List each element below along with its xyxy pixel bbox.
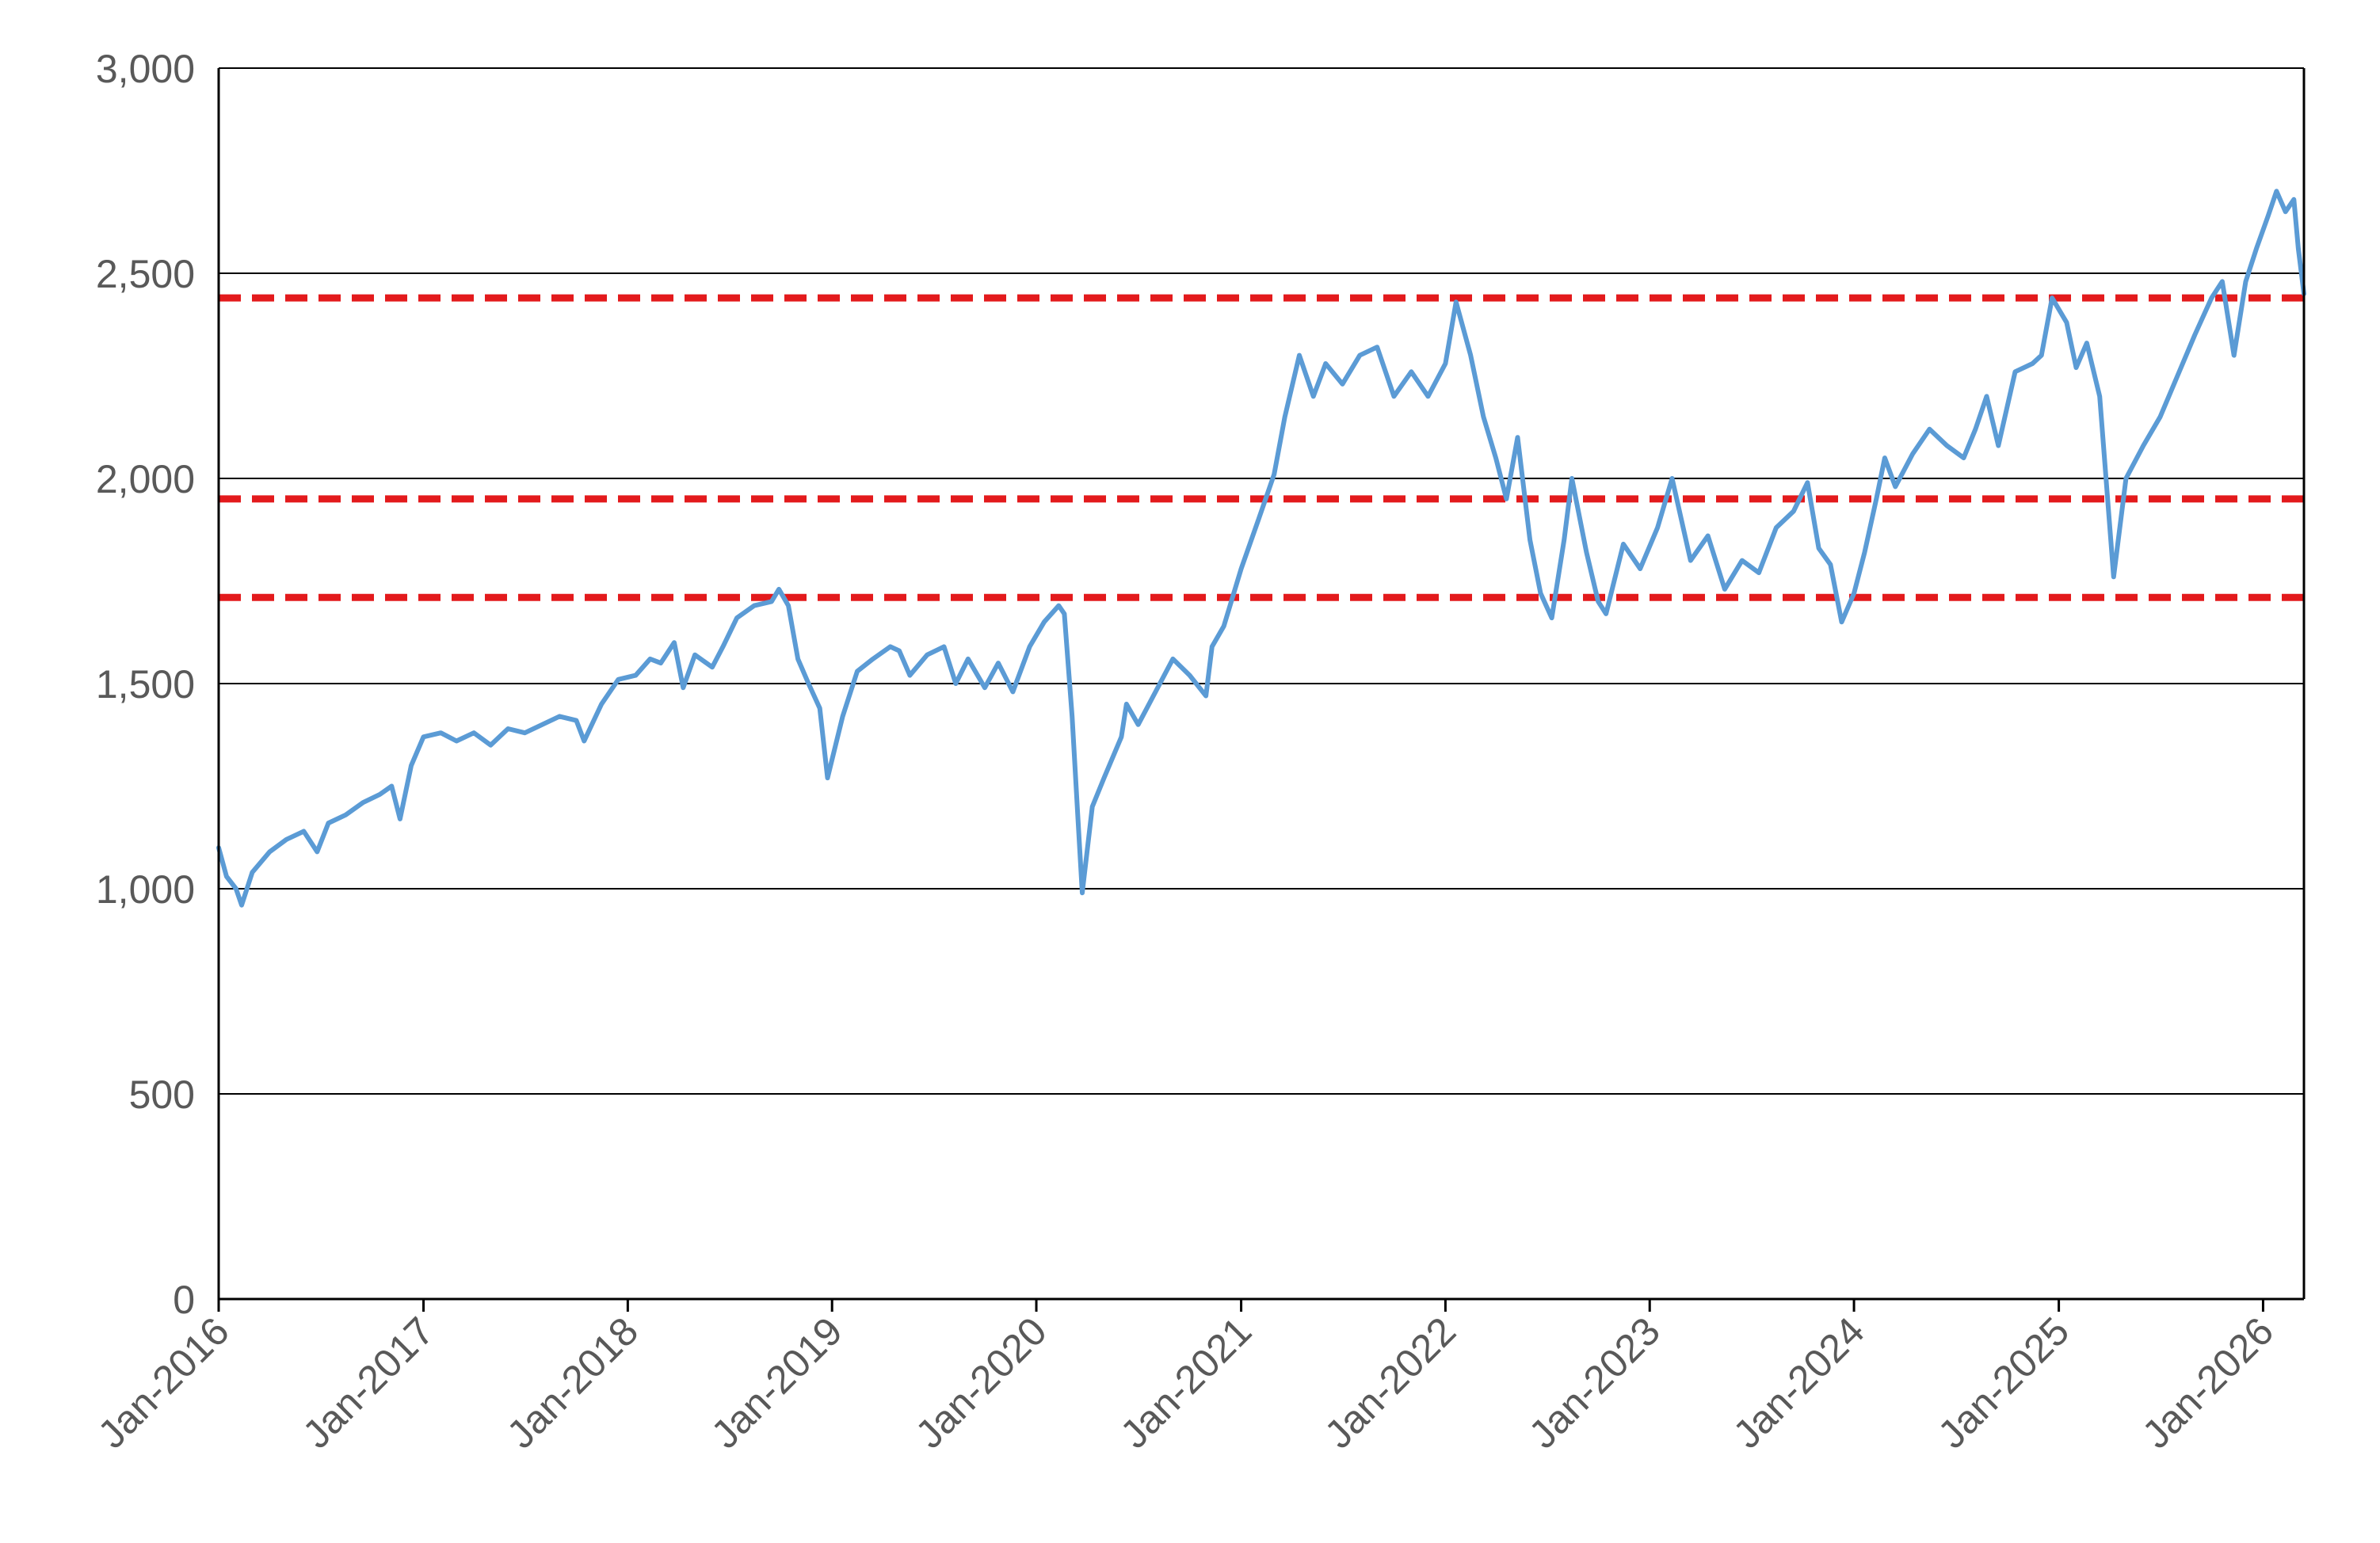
y-tick-label: 1,000 [96, 867, 195, 912]
y-tick-label: 2,000 [96, 457, 195, 501]
y-tick-label: 2,500 [96, 252, 195, 296]
gridlines [219, 67, 2304, 1300]
axes [217, 68, 2306, 1312]
y-tick-label: 3,000 [96, 47, 195, 91]
series-line-0 [216, 189, 2306, 908]
series-layer [216, 189, 2306, 908]
y-tick-labels: 0 500 1,000 1,500 2,000 2,500 3,000 [96, 47, 195, 1322]
y-tick-label: 1,500 [96, 662, 195, 707]
y-tick-label: 0 [173, 1278, 195, 1322]
reference-lines [219, 294, 2304, 601]
y-tick-label: 500 [129, 1072, 195, 1117]
